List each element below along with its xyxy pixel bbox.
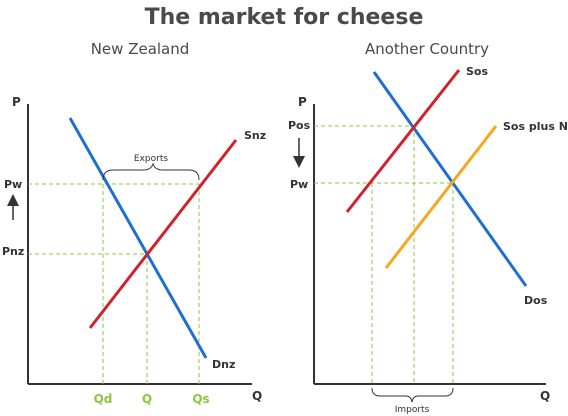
right-supply-label: Sos bbox=[466, 65, 488, 78]
page-title: The market for cheese bbox=[145, 5, 424, 30]
exports-bracket bbox=[102, 162, 200, 181]
left-pnz-label: Pnz bbox=[2, 245, 24, 258]
right-panel-title: Another Country bbox=[365, 40, 489, 58]
left-guide-lines bbox=[28, 183, 200, 384]
left-demand-label: Dnz bbox=[212, 358, 235, 371]
right-panel: Another Country P Q Sos Sos plus NZ Dos … bbox=[288, 40, 568, 415]
right-supply-curve bbox=[345, 69, 461, 213]
right-guide-lines bbox=[314, 125, 454, 384]
left-supply-label: Snz bbox=[244, 129, 266, 142]
left-supply-curve bbox=[88, 139, 238, 329]
right-x-axis-label: Q bbox=[540, 389, 550, 403]
right-y-axis-label: P bbox=[298, 95, 307, 109]
left-pw-label: Pw bbox=[4, 178, 22, 191]
right-supply-plus-label: Sos plus NZ bbox=[503, 120, 568, 133]
right-demand-curve bbox=[372, 71, 528, 287]
right-pos-label: Pos bbox=[288, 119, 311, 132]
left-panel: New Zealand P Q Snz Dnz Pw Pnz Exports Q… bbox=[2, 40, 266, 406]
left-qs-label: Qs bbox=[192, 392, 209, 406]
right-demand-label: Dos bbox=[524, 294, 548, 307]
left-demand-curve bbox=[68, 117, 208, 359]
imports-bracket bbox=[371, 387, 454, 403]
imports-label: Imports bbox=[395, 405, 430, 415]
right-pw-label: Pw bbox=[290, 178, 308, 191]
left-x-axis-label: Q bbox=[252, 389, 262, 403]
left-q-label: Q bbox=[142, 392, 152, 406]
right-supply-plus-nz-curve bbox=[384, 125, 498, 269]
left-qd-label: Qd bbox=[94, 392, 113, 406]
left-panel-title: New Zealand bbox=[91, 40, 190, 58]
exports-label: Exports bbox=[134, 154, 168, 164]
left-y-axis-label: P bbox=[12, 95, 21, 109]
